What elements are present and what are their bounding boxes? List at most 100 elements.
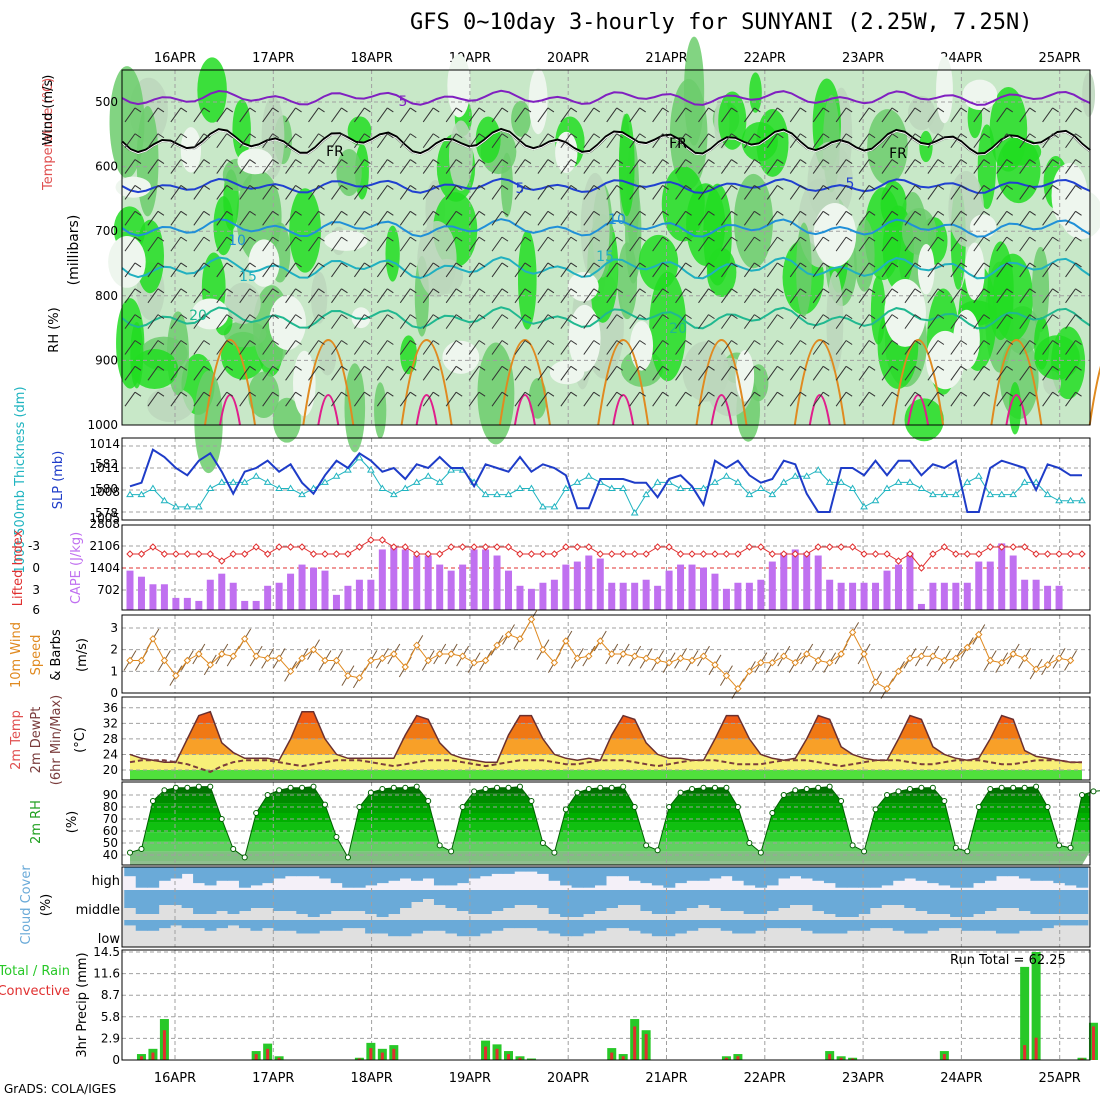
wind-barb [835, 340, 847, 355]
wind-barb-flag [662, 365, 669, 371]
cloud-cover-bar [961, 890, 974, 917]
temperature-contour-25 [892, 339, 945, 426]
wind-barb-flag [593, 288, 601, 294]
wind-barb [445, 262, 457, 278]
wind-barb [514, 107, 526, 123]
wind-barb-flag [272, 314, 279, 320]
wind-barb-flag [249, 340, 256, 345]
cloud-cover-bar [720, 890, 733, 911]
cloud-cover-bar [1018, 867, 1031, 879]
cloud-cover-bar [422, 867, 435, 879]
thickness-point [298, 490, 306, 498]
wind-barb [606, 236, 618, 252]
wind-barb-flag [1029, 391, 1036, 397]
wind-barb [1065, 210, 1076, 226]
wind-barb [147, 133, 159, 149]
wind-barb [812, 391, 824, 407]
wind-barb-flag [639, 159, 646, 165]
wind-barb [606, 288, 618, 304]
wind-barb [239, 366, 251, 381]
thickness-point [642, 490, 651, 498]
wind-barb [1065, 391, 1076, 407]
wind-barb-flag [409, 185, 417, 190]
wind-barb-flag [593, 210, 601, 216]
wind-barb-flag [524, 107, 532, 113]
wind-barb [308, 314, 319, 329]
wind-barb-flag [341, 262, 348, 268]
thickness-point [974, 472, 983, 479]
lifted-index-point [929, 550, 937, 558]
wind-speed-point [745, 667, 754, 676]
wind-barb [583, 159, 595, 174]
wind-barb [927, 236, 939, 252]
wind-barb-flag [157, 133, 165, 139]
wind-barb-flag [180, 159, 188, 165]
wind-barb [721, 236, 732, 252]
wind-barb-flag [455, 314, 463, 320]
wind-tick-label: 0 [110, 686, 118, 700]
wind-barb-flag [1052, 133, 1059, 139]
wind-barb-flag [822, 185, 830, 190]
wind-barb [331, 210, 342, 226]
wind-speed-point [562, 637, 570, 645]
wind-barb-flag [524, 262, 532, 268]
contour-label: 15 [596, 249, 614, 265]
cape-tick-label: 702 [97, 583, 120, 597]
wind-barb-flag [891, 391, 899, 397]
rh-point [975, 804, 982, 810]
wind-barb [353, 107, 365, 123]
wind-barb [973, 314, 985, 329]
wind-barb-flag [226, 159, 234, 165]
wind-speed-point [906, 654, 914, 663]
wind-barb-flag [455, 185, 463, 190]
cape-bar [963, 582, 971, 610]
temperature-band [130, 723, 1082, 739]
wind-barb-flag [364, 107, 371, 113]
wind-barb [927, 391, 939, 407]
lifted-index-point [401, 543, 409, 551]
wind-barb [583, 391, 595, 407]
wind-barb-flag [891, 262, 899, 268]
cape-bar [275, 582, 283, 610]
lifted-index-point [860, 550, 868, 558]
contour-label: 20 [669, 321, 687, 337]
wind-barb [1042, 391, 1053, 407]
cloud-cover-bar [1064, 890, 1077, 914]
wind-barb [491, 210, 503, 226]
wind-barb [262, 366, 274, 381]
wind-barb-flag [341, 210, 348, 216]
cloud-cover-bar [663, 920, 676, 937]
lifted-index-point [149, 543, 157, 551]
wind-barb [124, 185, 136, 200]
rh-axis-unit: (%) [65, 811, 80, 834]
date-label-top: 17APR [252, 51, 294, 66]
wind-barb [560, 133, 572, 149]
wind-barb-flag [432, 391, 440, 397]
lifted-index-point [493, 543, 501, 551]
wind-barb-flag [203, 340, 211, 345]
cloud-cover-bar [743, 920, 756, 934]
wind-barb [583, 210, 595, 226]
wind-barb [445, 288, 457, 304]
wind-barb [652, 210, 664, 226]
wind-barb-flag [685, 288, 692, 294]
cloud-cover-bar [858, 867, 871, 888]
wind-barb [560, 159, 572, 174]
wind-barb [881, 366, 893, 381]
wind-barb [216, 288, 228, 304]
freezing-level-contour [120, 127, 1091, 156]
wind-barb [560, 391, 572, 407]
lifted-index-point [642, 550, 650, 558]
lifted-index-point [1009, 543, 1017, 551]
cloud-cover-bar [170, 867, 183, 879]
wind-barb [996, 133, 1008, 149]
wind-barb-flag [937, 262, 945, 268]
cloud-cover-bar [204, 867, 217, 886]
wind-barb [835, 366, 847, 381]
rh-contour-fill [807, 141, 853, 223]
wind-barb-flag [799, 365, 807, 371]
cloud-cover-bar [170, 890, 183, 905]
rh-contour-fill [374, 382, 387, 439]
wind-barb [331, 107, 342, 123]
lifted-index-point [321, 550, 329, 558]
